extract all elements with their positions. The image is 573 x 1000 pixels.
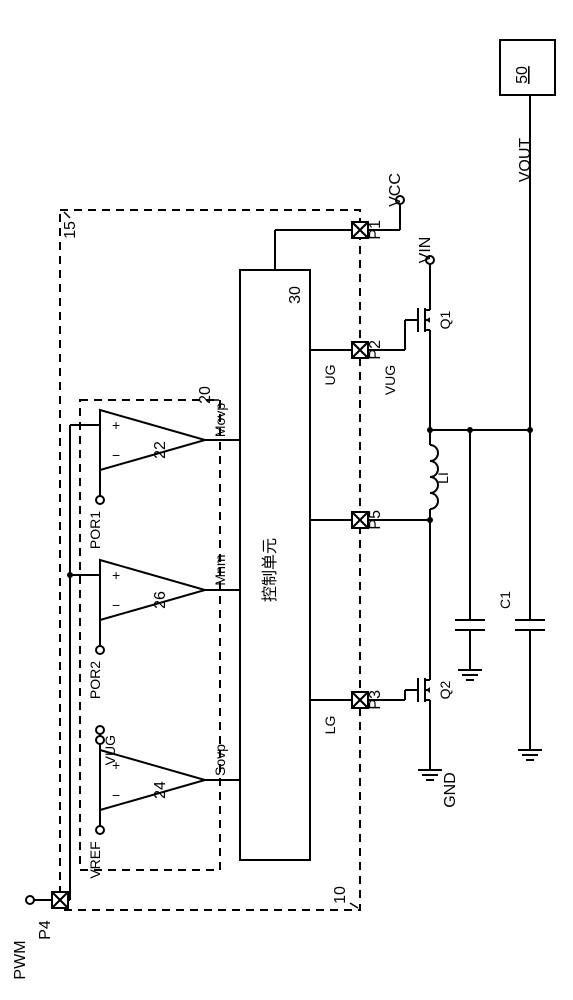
label-p4: P4 (37, 920, 54, 940)
circuit-diagram: 控制单元 + − + − + − (0, 0, 573, 1000)
ref-50: 50 (514, 66, 531, 84)
ref-26: 26 (152, 591, 169, 609)
label-p1: P1 (367, 220, 384, 240)
mosfet-q1 (405, 295, 430, 345)
label-movp: Movp (212, 403, 228, 437)
pin-p4 (52, 892, 68, 908)
control-unit-label: 控制单元 (261, 538, 279, 602)
label-p3: P3 (367, 690, 384, 710)
label-vout: VOUT (517, 138, 534, 183)
label-vcc: VCC (387, 173, 404, 207)
label-vref: VREF (87, 841, 103, 878)
label-pwm: PWM (12, 940, 29, 979)
label-c1: C1 (497, 591, 513, 609)
capacitor-2 (455, 620, 485, 630)
label-q2: Q2 (437, 680, 453, 699)
label-gnd: GND (442, 772, 459, 808)
label-q1: Q1 (437, 310, 453, 329)
svg-text:−: − (112, 447, 120, 463)
label-p2: P2 (367, 340, 384, 360)
pin-p5 (352, 512, 368, 528)
pin-p3 (352, 692, 368, 708)
label-mnm: Mnm (212, 554, 228, 585)
svg-text:−: − (112, 597, 120, 613)
ref-24: 24 (152, 781, 169, 799)
label-vug2: VUG (102, 735, 118, 765)
ref-22: 22 (152, 441, 169, 459)
svg-text:+: + (112, 417, 120, 433)
ref-10: 10 (332, 886, 349, 904)
gnd-2 (458, 660, 482, 680)
comparator-26: + − (100, 560, 205, 620)
pin-p1 (352, 222, 368, 238)
mosfet-q2 (405, 665, 430, 715)
label-por1: POR1 (87, 511, 103, 549)
ref-15: 15 (62, 221, 79, 239)
comparator-22: + − (100, 410, 205, 470)
gnd-c1 (518, 740, 542, 760)
svg-text:+: + (112, 567, 120, 583)
label-vin: VIN (417, 237, 434, 264)
label-vug: VUG (382, 365, 398, 395)
ref-20: 20 (197, 386, 214, 404)
label-lg: LG (322, 716, 338, 735)
ref-30: 30 (287, 286, 304, 304)
label-sovp: Sovp (212, 744, 228, 776)
svg-text:−: − (112, 787, 120, 803)
label-ug: UG (322, 365, 338, 386)
label-p5: P5 (367, 510, 384, 530)
gnd-q2 (418, 760, 442, 780)
pin-p2 (352, 342, 368, 358)
capacitor-c1 (515, 620, 545, 630)
label-li: LI (435, 472, 451, 484)
label-por2: POR2 (87, 661, 103, 699)
